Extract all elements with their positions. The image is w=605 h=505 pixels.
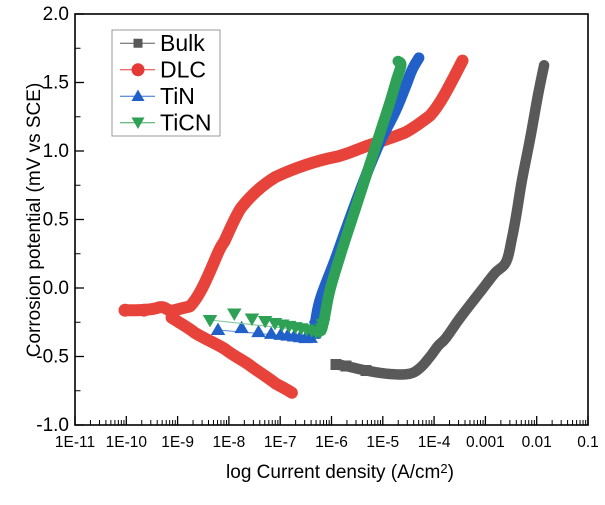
svg-text:DLC: DLC xyxy=(160,57,206,83)
svg-text:TiCN: TiCN xyxy=(160,110,212,136)
svg-text:Bulk: Bulk xyxy=(160,30,205,56)
svg-text:1E-9: 1E-9 xyxy=(161,434,194,451)
svg-text:1E-4: 1E-4 xyxy=(418,434,451,451)
svg-text:1E-8: 1E-8 xyxy=(213,434,246,451)
svg-text:-1.0: -1.0 xyxy=(36,415,69,436)
svg-text:1E-11: 1E-11 xyxy=(55,434,95,451)
svg-text:1.0: 1.0 xyxy=(43,141,69,162)
svg-text:1E-5: 1E-5 xyxy=(366,434,399,451)
svg-text:1E-10: 1E-10 xyxy=(106,434,148,451)
svg-text:1E-6: 1E-6 xyxy=(315,434,348,451)
svg-text:log Current density (A/cm2): log Current density (A/cm2) xyxy=(226,461,454,483)
svg-text:1.5: 1.5 xyxy=(43,73,69,94)
svg-text:1E-7: 1E-7 xyxy=(264,434,297,451)
svg-text:0.0: 0.0 xyxy=(43,278,69,299)
svg-text:0.01: 0.01 xyxy=(522,434,552,451)
svg-text:2.0: 2.0 xyxy=(43,4,69,25)
svg-text:0.5: 0.5 xyxy=(43,210,69,231)
svg-text:0.1: 0.1 xyxy=(577,434,599,451)
svg-text:Corrosion potential (mV vs SCE: Corrosion potential (mV vs SCE) xyxy=(24,83,45,358)
svg-text:0.001: 0.001 xyxy=(466,434,505,451)
svg-text:TiN: TiN xyxy=(160,83,195,109)
